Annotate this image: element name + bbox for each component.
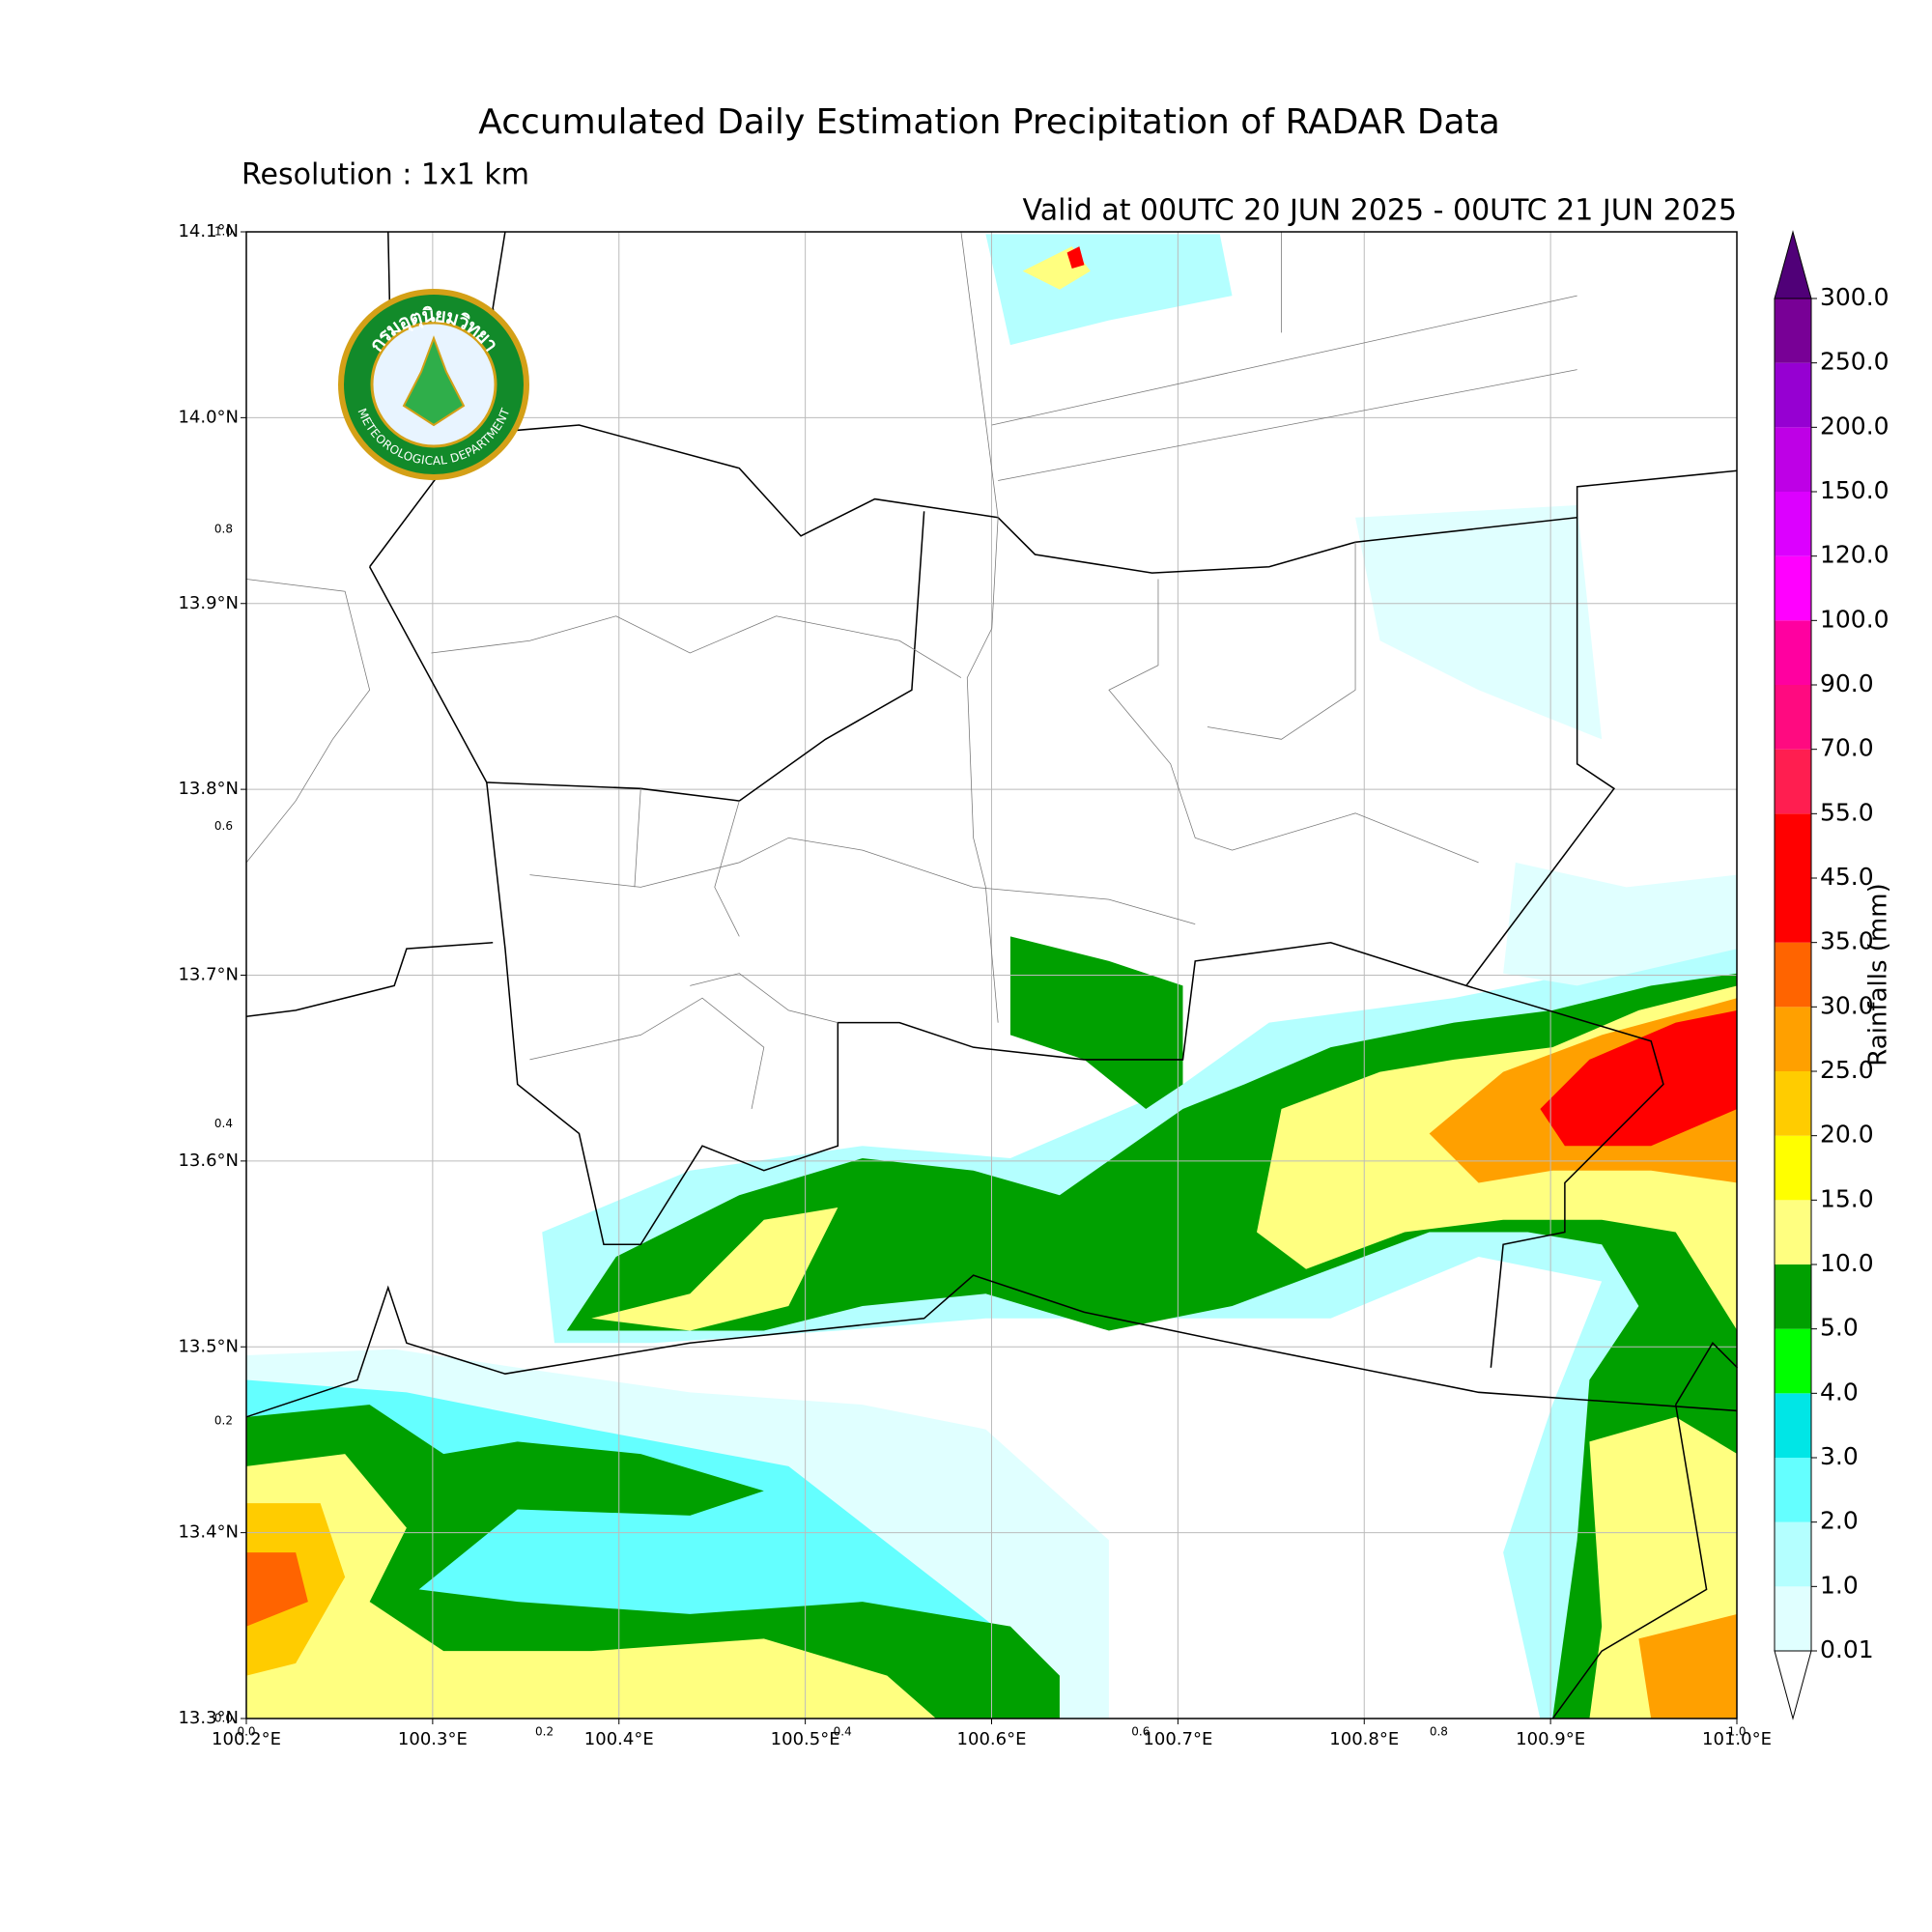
colorbar-tick-label: 45.0: [1820, 863, 1874, 891]
colorbar-segment: [1775, 878, 1811, 943]
colorbar-segment: [1775, 685, 1811, 750]
inset-y-tick-label: 0.0: [214, 1712, 233, 1725]
colorbar-frame: [1774, 298, 1812, 1652]
x-tick-label: 100.8°E: [1329, 1729, 1399, 1749]
colorbar-segment: [1775, 749, 1811, 814]
x-tick-label: 100.4°E: [584, 1729, 654, 1749]
colorbar-segment: [1775, 942, 1811, 1008]
district-lines: [245, 231, 1577, 1110]
colorbar-tick-label: 4.0: [1820, 1378, 1859, 1406]
colorbar-tick-label: 25.0: [1820, 1056, 1874, 1084]
colorbar-segment: [1775, 1328, 1811, 1394]
y-tick-label: 13.4°N: [178, 1522, 239, 1543]
colorbar-segment: [1775, 362, 1811, 428]
colorbar-segment: [1775, 1007, 1811, 1071]
colorbar: 0.01 1.0 2.0 3.0 4.0 5.0 10.0 15.0 20.0 25.0 30.0 3…: [1774, 230, 1889, 1720]
colorbar-segment: [1775, 1393, 1811, 1458]
colorbar-tick-label: 35.0: [1820, 927, 1874, 955]
colorbar-under: [1774, 1650, 1812, 1720]
colorbar-segment: [1775, 620, 1811, 685]
colorbar-segment: [1775, 427, 1811, 492]
y-tick-label: 14.1°N: [178, 221, 239, 242]
inset-y-tick-label: 0.6: [214, 819, 233, 833]
y-tick-label: 13.8°N: [178, 779, 239, 799]
colorbar-tick-label: 0.01: [1820, 1635, 1874, 1663]
colorbar-segment: [1775, 1135, 1811, 1201]
title: Accumulated Daily Estimation Precipitati…: [478, 102, 1500, 142]
colorbar-segment: [1775, 1264, 1811, 1329]
colorbar-tick-label: 120.0: [1820, 541, 1889, 569]
colorbar-tick-label: 1.0: [1820, 1571, 1859, 1599]
y-tick-label: 13.3°N: [178, 1708, 239, 1728]
inset-x-tick-label: 0.6: [1131, 1725, 1150, 1739]
colorbar-segment: [1775, 1200, 1811, 1264]
inset-x-tick-label: 0.0: [237, 1725, 255, 1739]
x-tick-label: 101.0°E: [1702, 1729, 1772, 1749]
inset-y-tick-label: 0.2: [214, 1414, 233, 1428]
colorbar-tick-label: 3.0: [1820, 1442, 1859, 1470]
inset-y-tick-label: 1.0: [214, 225, 233, 239]
colorbar-tick-label: 150.0: [1820, 476, 1889, 504]
colorbar-tick-label: 30.0: [1820, 991, 1874, 1019]
rain-field: [246, 234, 1737, 1719]
x-tick-label: 100.7°E: [1143, 1729, 1212, 1749]
colorbar-tick-label: 300.0: [1820, 283, 1889, 311]
colorbar-tick-label: 70.0: [1820, 734, 1874, 762]
valid-time: Valid at 00UTC 20 JUN 2025 - 00UTC 21 JU…: [1023, 194, 1737, 228]
colorbar-over: [1774, 230, 1812, 299]
inset-y-tick-label: 0.8: [214, 522, 233, 535]
colorbar-label: Rainfalls (mm): [1864, 883, 1893, 1065]
logo: กรมอุตุนิยมวิทยา METEOROLOGICAL DEPARTME…: [338, 289, 529, 480]
y-tick-label: 13.9°N: [178, 593, 239, 613]
colorbar-segment: [1775, 1458, 1811, 1522]
colorbar-tick-label: 5.0: [1820, 1314, 1859, 1342]
colorbar-tick-label: 250.0: [1820, 348, 1889, 376]
x-tick-label: 100.5°E: [771, 1729, 840, 1749]
colorbar-segment: [1775, 1521, 1811, 1587]
y-tick-label: 14.0°N: [178, 407, 239, 427]
y-tick-label: 13.6°N: [178, 1151, 239, 1171]
subtitle: Resolution : 1x1 km: [242, 158, 529, 192]
colorbar-tick-label: 100.0: [1820, 605, 1889, 633]
colorbar-segment: [1775, 555, 1811, 621]
inset-x-tick-label: 0.2: [535, 1725, 554, 1739]
inset-y-tick-label: 0.4: [214, 1117, 233, 1130]
inset-x-tick-label: 0.8: [1430, 1725, 1448, 1739]
colorbar-tick-label: 2.0: [1820, 1507, 1859, 1535]
logo-figure: [402, 335, 466, 427]
colorbar-tick-label: 20.0: [1820, 1121, 1874, 1149]
x-tick-label: 100.2°E: [212, 1729, 281, 1749]
colorbar-tick-label: 90.0: [1820, 669, 1874, 697]
colorbar-segment: [1775, 1586, 1811, 1651]
colorbar-segment: [1775, 298, 1811, 363]
colorbar-segment: [1775, 813, 1811, 878]
y-tick-label: 13.5°N: [178, 1336, 239, 1356]
colorbar-tick-label: 200.0: [1820, 412, 1889, 440]
colorbar-tick-label: 55.0: [1820, 798, 1874, 826]
x-tick-label: 100.3°E: [398, 1729, 468, 1749]
y-tick-label: 13.7°N: [178, 965, 239, 985]
x-tick-label: 100.9°E: [1516, 1729, 1585, 1749]
colorbar-tick-label: 10.0: [1820, 1249, 1874, 1277]
colorbar-segment: [1775, 492, 1811, 556]
inset-x-tick-label: 1.0: [1727, 1725, 1746, 1739]
colorbar-segment: [1775, 1071, 1811, 1136]
inset-x-tick-label: 0.4: [834, 1725, 852, 1739]
colorbar-tick-label: 15.0: [1820, 1184, 1874, 1212]
x-tick-label: 100.6°E: [957, 1729, 1027, 1749]
